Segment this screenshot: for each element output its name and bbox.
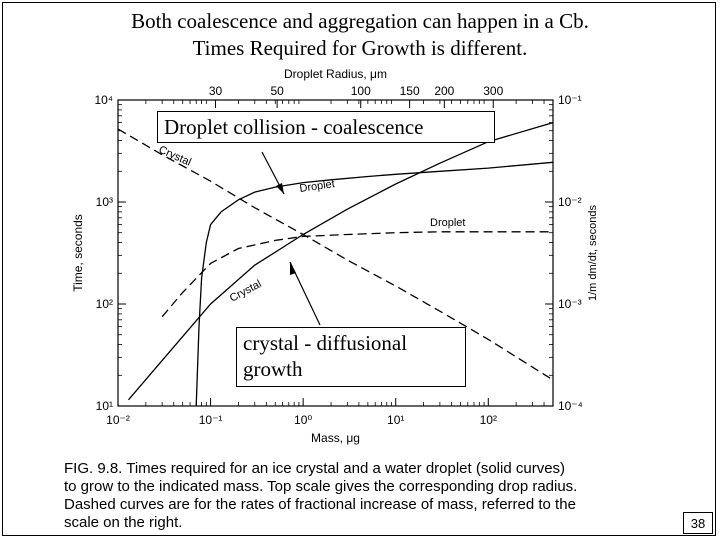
y-tick-label: 10¹ bbox=[96, 399, 113, 413]
curve-label: Droplet bbox=[299, 178, 336, 195]
x-tick-label: 10⁻¹ bbox=[199, 413, 223, 427]
title-line-1: Both coalescence and aggregation can hap… bbox=[131, 9, 589, 33]
x-tick-label: 10² bbox=[480, 413, 497, 427]
top-tick-label: 50 bbox=[270, 84, 284, 98]
callout-diffusional-growth: crystal - diffusional growth bbox=[236, 327, 466, 387]
y-right-tick-label: 10⁻³ bbox=[558, 297, 582, 311]
y-right-tick-label: 10⁻⁴ bbox=[558, 399, 583, 413]
callout-diffusional-line2: growth bbox=[243, 357, 303, 381]
top-tick-label: 200 bbox=[434, 84, 454, 98]
top-tick-label: 100 bbox=[351, 84, 371, 98]
caption-line: to grow to the indicated mass. Top scale… bbox=[64, 478, 578, 495]
caption-line: scale on the right. bbox=[64, 514, 183, 531]
callout-diffusional-line1: crystal - diffusional bbox=[243, 331, 408, 355]
top-tick-label: 300 bbox=[483, 84, 503, 98]
y-tick-label: 10³ bbox=[96, 195, 113, 209]
y-tick-label: 10² bbox=[96, 297, 113, 311]
series-line-solid-crystal bbox=[128, 121, 554, 401]
callout-bottom-arrowhead bbox=[290, 262, 296, 275]
series-line-solid-droplet bbox=[195, 161, 554, 407]
plot-frame bbox=[117, 99, 554, 407]
callout-coalescence: Droplet collision - coalescence bbox=[157, 111, 495, 143]
curve-label: Droplet bbox=[430, 217, 465, 229]
y-right-axis-title: 1/m dm/dt, seconds bbox=[587, 205, 599, 301]
caption-line: FIG. 9.8. Times required for an ice crys… bbox=[64, 460, 566, 477]
curve-label: Crystal bbox=[228, 278, 264, 305]
curve-label: Crystal bbox=[157, 144, 193, 169]
series-line-dashed-droplet bbox=[161, 231, 553, 318]
y-axis-title: Time, seconds bbox=[71, 214, 85, 292]
series-line-dashed-crystal bbox=[117, 128, 554, 381]
x-axis-title: Mass, μg bbox=[311, 431, 360, 445]
y-tick-label: 10⁴ bbox=[94, 93, 113, 107]
top-tick-label: 150 bbox=[400, 84, 420, 98]
x-tick-label: 10⁰ bbox=[294, 413, 312, 427]
y-right-tick-label: 10⁻¹ bbox=[558, 93, 582, 107]
x-tick-label: 10¹ bbox=[387, 413, 404, 427]
figure-caption: FIG. 9.8. Times required for an ice crys… bbox=[64, 460, 644, 532]
page-number: 38 bbox=[683, 512, 713, 534]
top-tick-label: 30 bbox=[209, 84, 223, 98]
slide-title: Both coalescence and aggregation can hap… bbox=[0, 8, 720, 62]
caption-line: Dashed curves are for the rates of fract… bbox=[64, 496, 576, 513]
x-tick-label: 10⁻² bbox=[106, 413, 130, 427]
title-line-2: Times Required for Growth is different. bbox=[192, 36, 528, 60]
y-right-tick-label: 10⁻² bbox=[558, 195, 582, 209]
callout-top-arrowhead bbox=[276, 183, 284, 194]
callout-coalescence-text: Droplet collision - coalescence bbox=[164, 115, 424, 139]
top-axis-title: Droplet Radius, μm bbox=[284, 67, 387, 81]
